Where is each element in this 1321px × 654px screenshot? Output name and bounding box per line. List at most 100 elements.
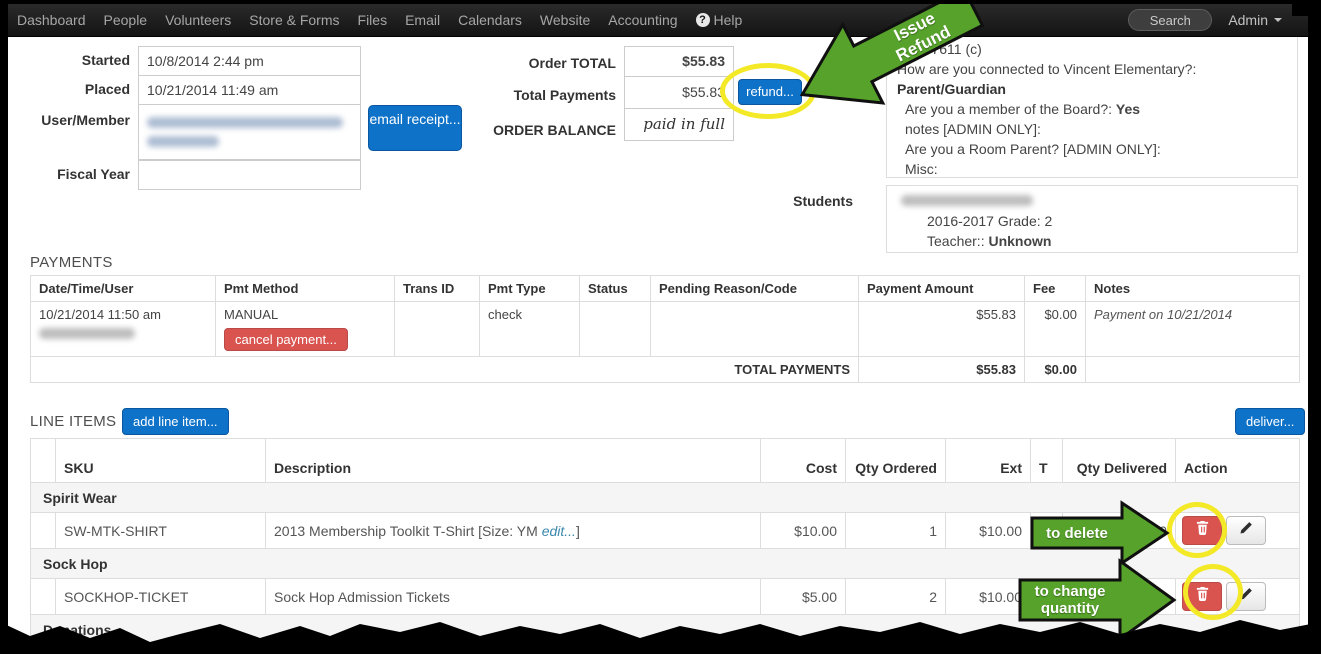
payment-method-text: MANUAL xyxy=(224,307,279,322)
started-value: 10/8/2014 2:44 pm xyxy=(138,46,361,76)
help-icon xyxy=(695,13,710,27)
item-ext: $10.00 xyxy=(945,578,1031,615)
profile-notes: notes [ADMIN ONLY]: xyxy=(905,121,1041,137)
nav-item-help[interactable]: Help xyxy=(687,12,752,28)
order-balance-label: ORDER BALANCE xyxy=(493,122,616,138)
nav-item-volunteers[interactable]: Volunteers xyxy=(165,12,232,28)
col-fee: Fee xyxy=(1024,275,1086,302)
nav-item-files[interactable]: Files xyxy=(357,12,388,28)
started-label: Started xyxy=(81,52,130,68)
user-member-value xyxy=(138,104,361,160)
redacted-payment-user xyxy=(39,328,135,339)
col-blank xyxy=(30,438,56,483)
item-sku: SOCKHOP-TICKET xyxy=(55,578,266,615)
board-question-answer: Yes xyxy=(1115,101,1141,117)
admin-menu[interactable]: Admin xyxy=(1228,12,1282,28)
admin-label: Admin xyxy=(1228,12,1268,28)
payments-total-row: TOTAL PAYMENTS $55.83 $0.00 xyxy=(30,356,1300,383)
total-payments-amount: $55.83 xyxy=(858,356,1025,383)
students-label: Students xyxy=(793,193,853,209)
group-name: Sock Hop xyxy=(30,548,1300,579)
description-text: Sock Hop Admission Tickets xyxy=(274,588,450,605)
to-delete-arrow: to delete xyxy=(1030,500,1170,566)
item-qty-ordered: 1 xyxy=(845,512,946,549)
frame-edge-left xyxy=(0,0,8,654)
student-teacher: Teacher:: Unknown xyxy=(897,231,1287,251)
order-total-value: $55.83 xyxy=(624,46,734,77)
group-row-sock-hop: Sock Hop xyxy=(30,548,1300,579)
edit-size-link[interactable]: edit... xyxy=(541,522,576,539)
order-balance-value: paid in full xyxy=(624,108,734,141)
col-pending-reason: Pending Reason/Code xyxy=(650,275,859,302)
description-text: 2013 Membership Toolkit T-Shirt [Size: Y… xyxy=(274,522,542,539)
col-pmt-type: Pmt Type xyxy=(479,275,580,302)
students-box: 2016-2017 Grade: 2 Teacher:: Unknown xyxy=(886,185,1298,253)
user-member-label: User/Member xyxy=(41,112,130,128)
nav-item-accounting[interactable]: Accounting xyxy=(608,12,678,28)
line-items-header-row: SKU Description Cost Qty Ordered Ext T Q… xyxy=(30,438,1300,483)
profile-misc: Misc: xyxy=(905,161,938,177)
item-ext: $10.00 xyxy=(945,512,1031,549)
to-change-quantity-arrow-label: to change quantity xyxy=(1034,583,1106,617)
col-date-time-user: Date/Time/User xyxy=(30,275,216,302)
frame-edge-corner xyxy=(1292,0,1321,16)
nav-item-store-forms[interactable]: Store & Forms xyxy=(249,12,340,28)
order-total-label: Order TOTAL xyxy=(528,55,616,71)
col-pmt-method: Pmt Method xyxy=(215,275,395,302)
payments-title: PAYMENTS xyxy=(30,254,113,271)
caret-down-icon xyxy=(1274,18,1282,22)
total-payments-row-label: TOTAL PAYMENTS xyxy=(30,356,859,383)
total-payments-notes xyxy=(1085,356,1300,383)
nav-item-website[interactable]: Website xyxy=(539,12,591,28)
nav-item-people[interactable]: People xyxy=(103,12,148,28)
total-payments-value: $55.83 xyxy=(624,76,734,109)
col-sku: SKU xyxy=(55,438,266,483)
payment-fee: $0.00 xyxy=(1024,301,1086,357)
payment-row: 10/21/2014 11:50 am MANUAL cancel paymen… xyxy=(30,301,1300,357)
edit-line-item-button[interactable] xyxy=(1226,516,1266,545)
frame-edge-top xyxy=(0,0,1321,4)
payment-status xyxy=(579,301,651,357)
add-line-item-button[interactable]: add line item... xyxy=(122,408,229,435)
placed-value: 10/21/2014 11:49 am xyxy=(138,75,361,105)
redacted-user-name xyxy=(147,136,219,147)
cancel-payment-button[interactable]: cancel payment... xyxy=(224,328,348,351)
deliver-button[interactable]: deliver... xyxy=(1235,408,1306,435)
fiscal-year-label: Fiscal Year xyxy=(57,166,130,182)
nav-item-dashboard[interactable]: Dashboard xyxy=(17,12,86,28)
item-cost: $10.00 xyxy=(760,512,846,549)
payment-datetime: 10/21/2014 11:50 am xyxy=(30,301,216,357)
col-notes: Notes xyxy=(1085,275,1300,302)
frame-edge-right xyxy=(1308,0,1321,654)
nav-item-calendars[interactable]: Calendars xyxy=(458,12,522,28)
highlight-circle-edit xyxy=(1183,564,1243,620)
profile-connection-question: How are you connected to Vincent Element… xyxy=(897,61,1197,77)
payment-type: check xyxy=(479,301,580,357)
search-input[interactable] xyxy=(1128,9,1213,31)
issue-refund-arrow: Issue Refund xyxy=(773,4,998,144)
total-payments-label: Total Payments xyxy=(513,87,616,103)
highlight-circle-delete xyxy=(1167,502,1227,558)
payment-amount: $55.83 xyxy=(858,301,1025,357)
payments-table: Date/Time/User Pmt Method Trans ID Pmt T… xyxy=(30,275,1300,383)
top-navbar: Dashboard People Volunteers Store & Form… xyxy=(8,4,1308,37)
profile-role: Parent/Guardian xyxy=(897,81,1006,97)
redacted-user-email xyxy=(147,117,343,128)
col-payment-amount: Payment Amount xyxy=(858,275,1025,302)
payment-method: MANUAL cancel payment... xyxy=(215,301,395,357)
torn-edge xyxy=(0,620,1321,654)
email-receipt-button[interactable]: email receipt... xyxy=(368,105,462,151)
student-year-grade: 2016-2017 Grade: 2 xyxy=(927,213,1053,229)
page-content: Dashboard People Volunteers Store & Form… xyxy=(8,4,1308,654)
nav-item-email[interactable]: Email xyxy=(405,12,441,28)
col-cost: Cost xyxy=(760,438,846,483)
payment-trans-id xyxy=(394,301,480,357)
help-label: Help xyxy=(713,12,743,28)
payment-datetime-text: 10/21/2014 11:50 am xyxy=(39,307,161,322)
payments-header-row: Date/Time/User Pmt Method Trans ID Pmt T… xyxy=(30,275,1300,302)
teacher-label: Teacher:: xyxy=(927,233,989,249)
col-qty-ordered: Qty Ordered xyxy=(845,438,946,483)
col-ext: Ext xyxy=(945,438,1031,483)
payment-notes: Payment on 10/21/2014 xyxy=(1085,301,1300,357)
